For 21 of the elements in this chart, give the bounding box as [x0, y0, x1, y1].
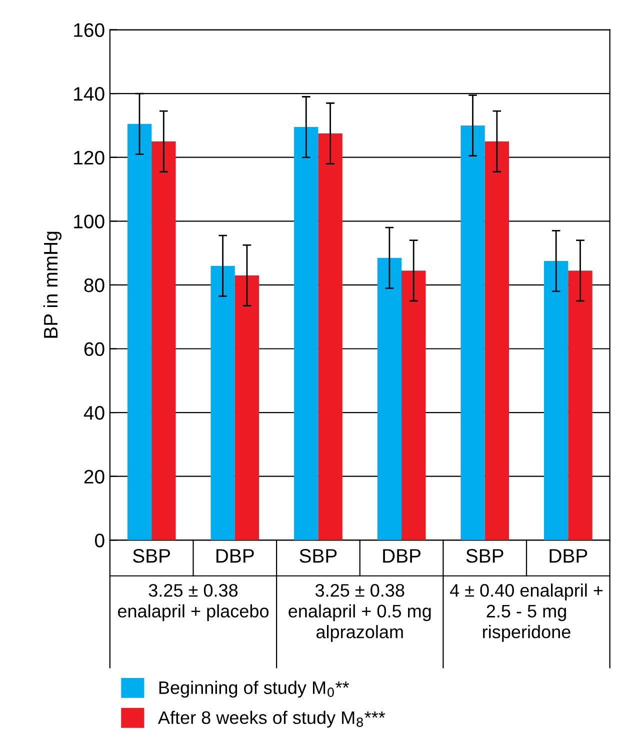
y-tick-label: 60	[84, 342, 104, 356]
x-tick-label: SBP	[300, 548, 337, 563]
x-tick-label: DBP	[383, 549, 420, 563]
x-tick-label: DBP	[550, 549, 588, 563]
x-tick-label: SBP	[133, 548, 170, 563]
y-tick-label: 160	[74, 23, 104, 37]
y-tick-label: 140	[74, 87, 104, 101]
text: 3.25 ± 0.38 enalapril + placebo	[118, 584, 269, 622]
legend-label: Beginning of study M$_{0}$**	[159, 680, 350, 698]
y-tick-label: 20	[84, 470, 104, 484]
y-tick-label: 80	[84, 278, 104, 292]
y-tick-label: 100	[74, 214, 104, 228]
x-tick-label: DBP	[216, 549, 254, 563]
y-axis-title: BP in mmHg	[43, 232, 62, 338]
text: 3.25 ± 0.38 enalapril + 0.5 mg alprazolam	[288, 584, 431, 642]
y-tick-label: 120	[74, 150, 104, 165]
y-tick-label: 40	[84, 406, 104, 420]
y-tick-label: 0	[95, 534, 104, 548]
text: 4 ± 0.40 enalapril + 2.5 - 5 mg risperidone	[450, 584, 603, 642]
x-tick-label: SBP	[466, 548, 504, 563]
legend-label: After 8 weeks of study M$_{8}$***	[158, 710, 386, 728]
